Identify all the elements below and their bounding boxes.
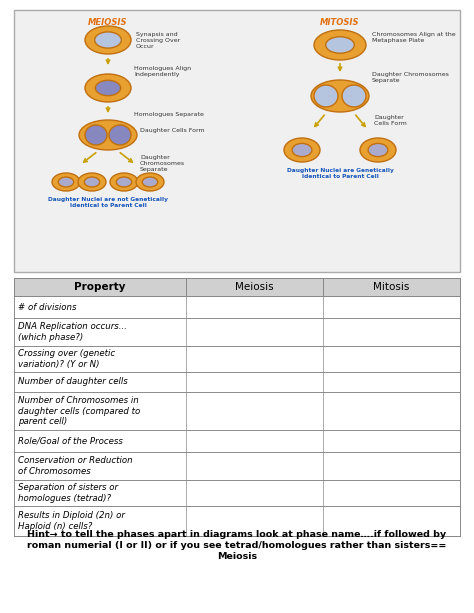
Bar: [14, 346, 460, 372]
Bar: [14, 10, 460, 272]
Ellipse shape: [95, 32, 121, 48]
Text: Mitosis: Mitosis: [373, 282, 410, 292]
Ellipse shape: [84, 177, 100, 187]
Ellipse shape: [85, 74, 131, 102]
Ellipse shape: [58, 177, 73, 187]
Text: Meiosis: Meiosis: [217, 552, 257, 561]
Ellipse shape: [368, 143, 388, 156]
Ellipse shape: [110, 173, 138, 191]
Text: roman numerial (I or II) or if you see tetrad/homologues rather than sisters==: roman numerial (I or II) or if you see t…: [27, 541, 447, 550]
Text: DNA Replication occurs...
(which phase?): DNA Replication occurs... (which phase?): [18, 322, 127, 341]
Ellipse shape: [79, 120, 137, 150]
Bar: [14, 296, 460, 318]
Ellipse shape: [314, 85, 338, 107]
Ellipse shape: [95, 80, 121, 96]
Text: MITOSIS: MITOSIS: [320, 18, 360, 27]
Ellipse shape: [284, 138, 320, 162]
Text: Homologues Separate: Homologues Separate: [134, 112, 204, 117]
Text: Chromosomes Align at the
Metaphase Plate: Chromosomes Align at the Metaphase Plate: [372, 32, 456, 43]
Text: Number of daughter cells: Number of daughter cells: [18, 378, 128, 387]
Ellipse shape: [85, 26, 131, 54]
Ellipse shape: [326, 37, 354, 53]
Text: Meiosis: Meiosis: [235, 282, 273, 292]
Text: # of divisions: # of divisions: [18, 302, 76, 311]
Bar: [14, 318, 460, 346]
Text: Daughter
Chromosomes
Separate: Daughter Chromosomes Separate: [140, 155, 185, 172]
Bar: [14, 452, 460, 480]
Ellipse shape: [292, 143, 312, 156]
Text: Conservation or Reduction
of Chromosomes: Conservation or Reduction of Chromosomes: [18, 456, 133, 476]
Ellipse shape: [142, 177, 158, 187]
Ellipse shape: [116, 177, 132, 187]
Ellipse shape: [360, 138, 396, 162]
Ellipse shape: [85, 125, 107, 145]
Text: Results in Diploid (2n) or
Haploid (n) cells?: Results in Diploid (2n) or Haploid (n) c…: [18, 511, 125, 531]
Ellipse shape: [342, 85, 366, 107]
Bar: [14, 506, 460, 536]
Bar: [14, 278, 460, 296]
Text: Daughter Chromosomes
Separate: Daughter Chromosomes Separate: [372, 72, 449, 83]
Bar: [14, 372, 460, 392]
Text: Synapsis and
Crossing Over
Occur: Synapsis and Crossing Over Occur: [136, 32, 180, 48]
Ellipse shape: [109, 125, 131, 145]
Ellipse shape: [136, 173, 164, 191]
Ellipse shape: [314, 30, 366, 60]
Ellipse shape: [52, 173, 80, 191]
Text: Homologues Align
Independently: Homologues Align Independently: [134, 66, 191, 77]
Text: Daughter Nuclei are Genetically
Identical to Parent Cell: Daughter Nuclei are Genetically Identica…: [287, 168, 393, 179]
Text: Daughter Cells Form: Daughter Cells Form: [140, 128, 205, 133]
Bar: [14, 392, 460, 430]
Text: Number of Chromosomes in
daughter cells (compared to
parent cell): Number of Chromosomes in daughter cells …: [18, 396, 140, 426]
Text: Hint→ to tell the phases apart in diagrams look at phase name….if followed by: Hint→ to tell the phases apart in diagra…: [27, 530, 447, 539]
Text: MEIOSIS: MEIOSIS: [88, 18, 128, 27]
Text: Separation of sisters or
homologues (tetrad)?: Separation of sisters or homologues (tet…: [18, 483, 118, 503]
Ellipse shape: [311, 80, 369, 112]
Bar: [14, 480, 460, 506]
Ellipse shape: [78, 173, 106, 191]
Text: Crossing over (genetic
variation)? (Y or N): Crossing over (genetic variation)? (Y or…: [18, 349, 115, 368]
Text: Daughter
Cells Form: Daughter Cells Form: [374, 115, 407, 126]
Bar: [14, 430, 460, 452]
Text: Daughter Nuclei are not Genetically
Identical to Parent Cell: Daughter Nuclei are not Genetically Iden…: [48, 197, 168, 208]
Text: Property: Property: [74, 282, 126, 292]
Text: Role/Goal of the Process: Role/Goal of the Process: [18, 436, 123, 446]
